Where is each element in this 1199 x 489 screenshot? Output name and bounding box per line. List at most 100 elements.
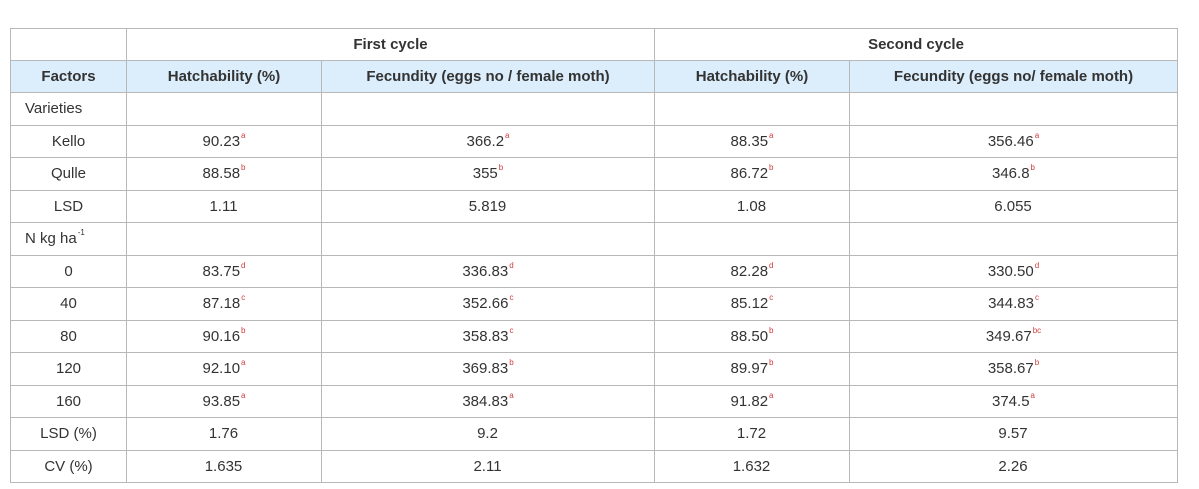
- hatchability-first-cell: 92.10a: [126, 352, 322, 386]
- cell-value: 336.83: [462, 262, 509, 280]
- empty-cell: [848, 92, 1179, 126]
- hatchability-first-cell: 1.635: [126, 449, 322, 483]
- cell-value: 87.18: [202, 295, 241, 313]
- fecundity-second-cell: 356.46a: [848, 124, 1179, 158]
- empty-cell: [321, 92, 655, 126]
- hatchability-header-first: Hatchability (%): [126, 60, 322, 93]
- empty-cell: [654, 92, 850, 126]
- significance-letter: b: [498, 163, 504, 173]
- fecundity-first-cell: 352.66c: [321, 287, 655, 321]
- fecundity-second-cell: 358.67b: [848, 352, 1179, 386]
- cell-value: 374.5: [992, 392, 1030, 410]
- factor-cell: LSD (%): [10, 417, 127, 451]
- hatchability-second-cell: 85.12c: [654, 287, 850, 321]
- significance-letter: a: [769, 390, 774, 400]
- hatchability-first-cell: 83.75d: [126, 254, 322, 288]
- cell-value: 1.76: [208, 425, 239, 443]
- table-row: Kello 90.23a 366.2a 88.35a 356.46a: [10, 124, 1179, 158]
- section-label: N kg ha-1: [10, 222, 127, 256]
- cell-value: 1.11: [209, 197, 238, 215]
- hatchability-second-cell: 1.632: [654, 449, 850, 483]
- cell-value: 90.16: [202, 327, 241, 345]
- empty-header-cell: [10, 28, 127, 61]
- fecundity-first-cell: 2.11: [321, 449, 655, 483]
- significance-letter: b: [509, 358, 514, 368]
- hatchability-second-cell: 86.72b: [654, 157, 850, 191]
- significance-letter: a: [1030, 390, 1035, 400]
- significance-letter: a: [241, 390, 246, 400]
- fecundity-second-cell: 349.67bc: [848, 319, 1179, 353]
- hatchability-first-cell: 93.85a: [126, 384, 322, 418]
- hatchability-first-cell: 1.76: [126, 417, 322, 451]
- factor-cell: 120: [10, 352, 127, 386]
- fecundity-second-cell: 330.50d: [848, 254, 1179, 288]
- cell-value: 9.2: [477, 425, 498, 443]
- cell-value: 2.26: [998, 457, 1028, 475]
- column-header-row: Factors Hatchability (%) Fecundity (eggs…: [10, 60, 1179, 93]
- cell-value: 330.50: [987, 262, 1034, 280]
- hatchability-second-cell: 88.35a: [654, 124, 850, 158]
- hatchability-second-cell: 1.08: [654, 189, 850, 223]
- hatchability-second-cell: 91.82a: [654, 384, 850, 418]
- empty-cell: [848, 222, 1179, 256]
- fecundity-first-cell: 5.819: [321, 189, 655, 223]
- significance-letter: b: [769, 325, 774, 335]
- factor-cell: 80: [10, 319, 127, 353]
- cell-value: 82.28: [730, 262, 769, 280]
- significance-letter: d: [1034, 260, 1040, 270]
- factor-cell: Qulle: [10, 157, 127, 191]
- second-cycle-header: Second cycle: [653, 28, 1179, 61]
- significance-letter: a: [241, 130, 246, 140]
- cell-value: 1.632: [732, 457, 771, 475]
- empty-cell: [321, 222, 655, 256]
- significance-letter: c: [1034, 293, 1039, 303]
- hatchability-second-cell: 82.28d: [654, 254, 850, 288]
- table-row: Qulle 88.58b 355b 86.72b 346.8b: [10, 157, 1179, 191]
- significance-letter: a: [509, 390, 514, 400]
- fecundity-second-cell: 344.83c: [848, 287, 1179, 321]
- first-cycle-header: First cycle: [126, 28, 655, 61]
- factor-cell: CV (%): [10, 449, 127, 483]
- table-row: CV (%) 1.635 2.11 1.632 2.26: [10, 449, 1179, 483]
- cell-value: 9.57: [998, 425, 1028, 443]
- cell-value: 355: [472, 165, 498, 183]
- cell-value: 349.67: [985, 327, 1032, 345]
- empty-cell: [654, 222, 850, 256]
- cell-value: 1.72: [736, 425, 767, 443]
- cell-value: 83.75: [202, 262, 241, 280]
- unit-exponent: -1: [77, 228, 85, 238]
- cell-value: 89.97: [730, 360, 769, 378]
- empty-cell: [126, 92, 322, 126]
- cell-value: 358.83: [462, 327, 509, 345]
- significance-letter: b: [1030, 163, 1035, 173]
- section-row-varieties: Varieties: [10, 92, 1179, 126]
- cell-value: 366.2: [466, 132, 505, 150]
- factor-cell: 40: [10, 287, 127, 321]
- factor-cell: 160: [10, 384, 127, 418]
- cycle-header-row: First cycle Second cycle: [10, 28, 1179, 61]
- fecundity-first-cell: 336.83d: [321, 254, 655, 288]
- cell-value: 91.82: [730, 392, 769, 410]
- cell-value: 2.11: [473, 457, 502, 475]
- fecundity-first-cell: 369.83b: [321, 352, 655, 386]
- factor-cell: 0: [10, 254, 127, 288]
- significance-letter: d: [769, 260, 774, 270]
- fecundity-second-cell: 6.055: [848, 189, 1179, 223]
- table-row: 80 90.16 b 358.83c 88.50b 349.67bc: [10, 319, 1179, 353]
- table-row: 160 93.85a 384.83a 91.82a 374.5a: [10, 384, 1179, 418]
- hatchability-first-cell: 87.18c: [126, 287, 322, 321]
- hatchability-second-cell: 88.50b: [654, 319, 850, 353]
- fecundity-second-cell: 9.57: [848, 417, 1179, 451]
- cell-value: 1.635: [204, 457, 243, 475]
- fecundity-header-second: Fecundity (eggs no/ female moth): [848, 60, 1179, 93]
- section-row-nitrogen: N kg ha-1: [10, 222, 1179, 256]
- cell-value: 85.12: [730, 295, 769, 313]
- cell-value: 93.85: [202, 392, 241, 410]
- significance-letter: c: [241, 293, 246, 303]
- cell-value: 92.10: [202, 360, 241, 378]
- fecundity-first-cell: 358.83c: [321, 319, 655, 353]
- cell-value: 356.46: [987, 132, 1034, 150]
- cell-value: 1.08: [736, 197, 767, 215]
- cell-value: 358.67: [987, 360, 1034, 378]
- hatchability-second-cell: 1.72: [654, 417, 850, 451]
